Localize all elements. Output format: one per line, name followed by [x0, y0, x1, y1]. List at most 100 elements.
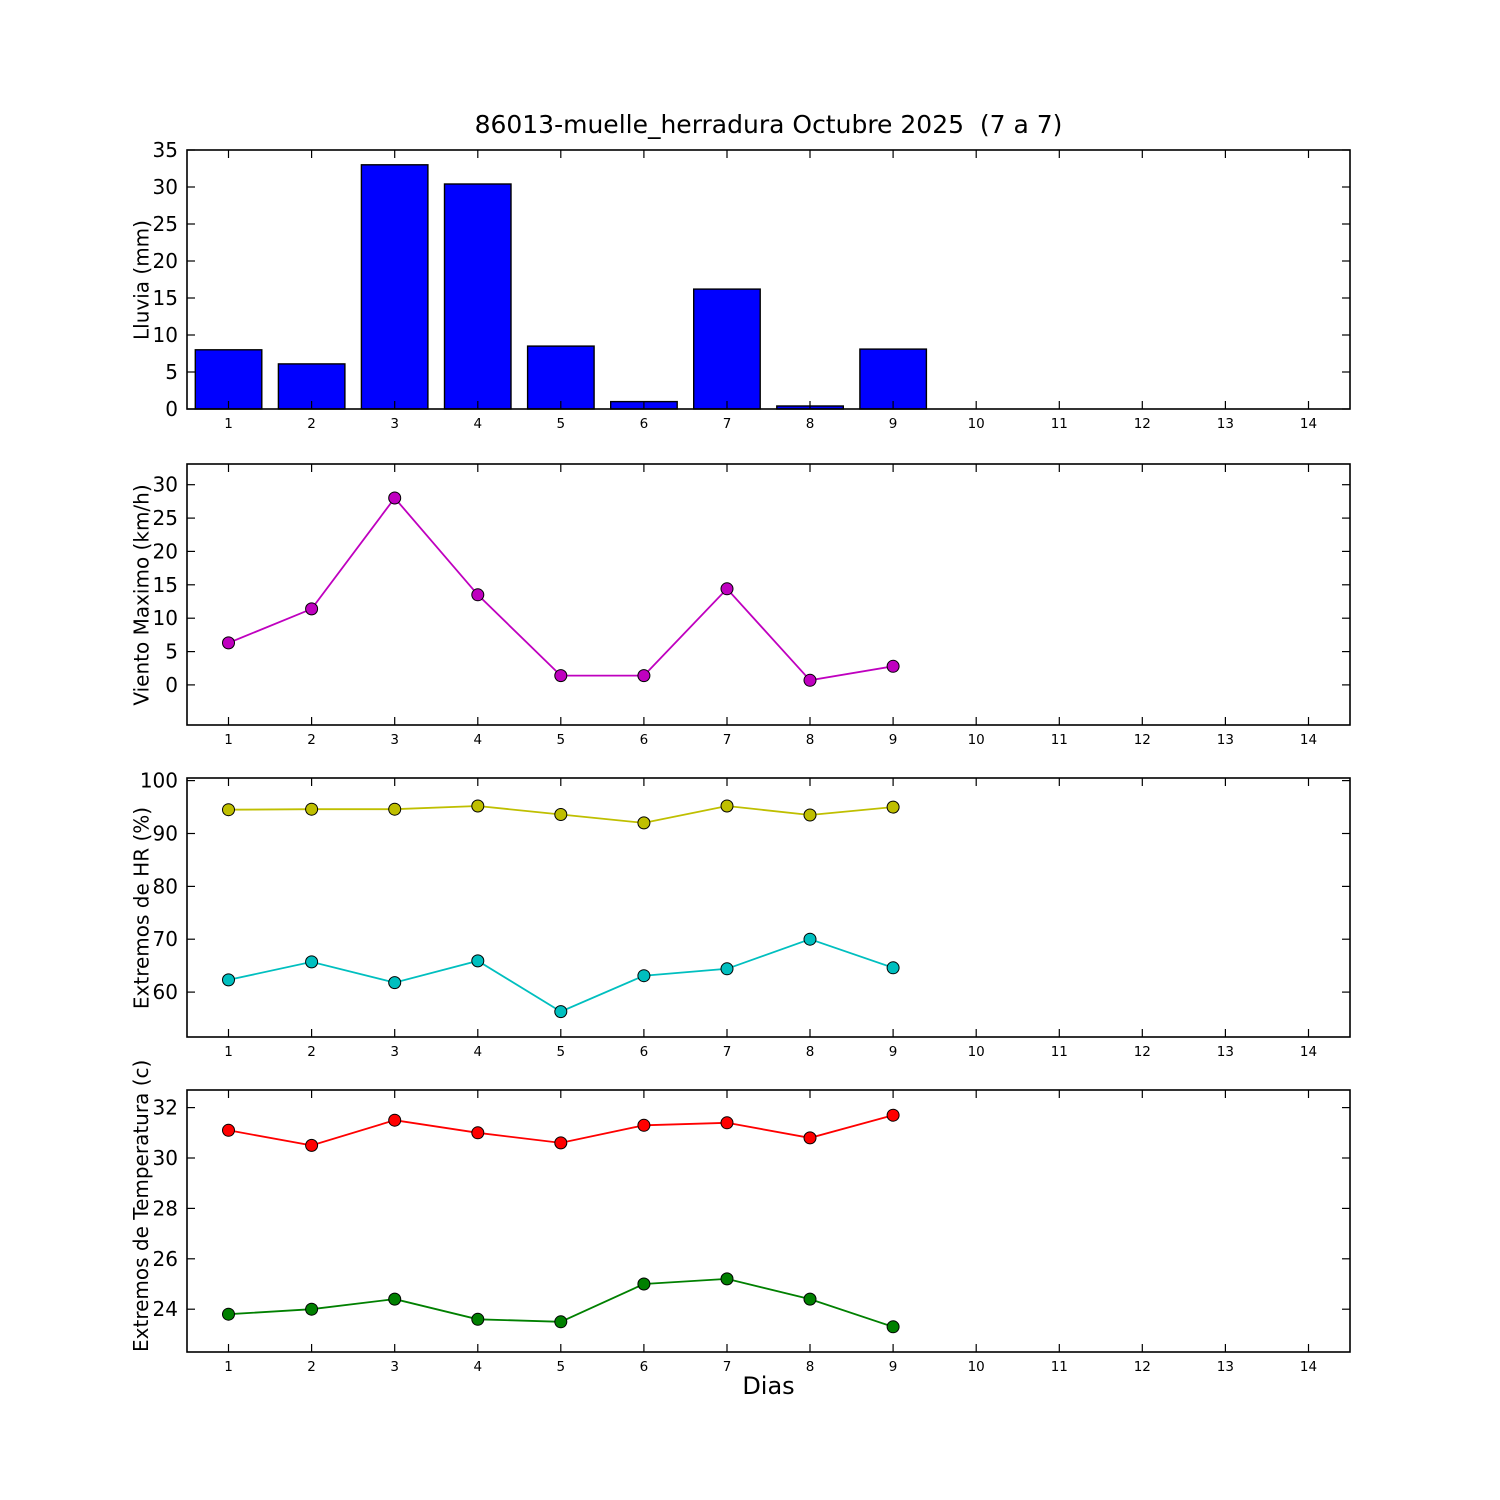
marker-viento-maximo-day-6 — [637, 669, 651, 683]
y-tick-label: 32 — [153, 1096, 178, 1120]
x-tick-label: 9 — [889, 1359, 898, 1375]
marker-hr-minima-day-6 — [637, 969, 651, 983]
marker-hr-minima-day-8 — [803, 932, 817, 946]
marker-viento-maximo-day-4 — [471, 588, 485, 602]
x-tick-label: 5 — [557, 416, 566, 432]
x-tick-label: 8 — [806, 1359, 815, 1375]
x-tick-label: 14 — [1300, 1359, 1317, 1375]
x-tick-label: 7 — [723, 1044, 732, 1060]
y-tick-label: 10 — [153, 606, 178, 630]
y-tick-label: 20 — [153, 249, 178, 273]
x-tick-label: 11 — [1051, 416, 1068, 432]
marker-temp-maxima-day-9 — [886, 1108, 900, 1122]
marker-temp-minima-day-9 — [886, 1320, 900, 1334]
line-hr-minima — [228, 938, 894, 1013]
x-tick-label: 2 — [307, 732, 316, 748]
marker-hr-minima-day-3 — [388, 976, 402, 990]
marker-hr-maxima-day-4 — [471, 799, 485, 813]
axes-frame — [186, 1089, 1351, 1353]
marker-temp-maxima-day-3 — [388, 1113, 402, 1127]
y-tick-label: 80 — [153, 874, 178, 898]
x-tick-label: 13 — [1217, 416, 1234, 432]
marker-hr-maxima-day-6 — [637, 816, 651, 830]
x-tick-label: 4 — [474, 1044, 483, 1060]
y-tick-label: 15 — [153, 573, 178, 597]
x-tick-label: 12 — [1134, 732, 1151, 748]
bar-day-3 — [360, 164, 429, 410]
y-tick-label: 15 — [153, 286, 178, 310]
x-tick-label: 1 — [224, 1359, 233, 1375]
x-tick-label: 7 — [723, 416, 732, 432]
x-tick-label: 9 — [889, 1044, 898, 1060]
x-tick-label: 4 — [474, 1359, 483, 1375]
y-tick-label: 0 — [165, 397, 178, 421]
x-tick-label: 11 — [1051, 732, 1068, 748]
x-tick-label: 7 — [723, 732, 732, 748]
x-tick-label: 4 — [474, 732, 483, 748]
x-tick-label: 2 — [307, 1044, 316, 1060]
marker-hr-maxima-day-3 — [388, 802, 402, 816]
axes-frame — [186, 149, 1351, 410]
marker-hr-maxima-day-7 — [720, 799, 734, 813]
y-tick-label: 0 — [165, 673, 178, 697]
y-tick-label: 70 — [153, 927, 178, 951]
y-tick-label: 10 — [153, 323, 178, 347]
x-tick-label: 3 — [390, 416, 399, 432]
x-tick-label: 13 — [1217, 1044, 1234, 1060]
x-tick-label: 1 — [224, 416, 233, 432]
x-tick-label: 10 — [968, 732, 985, 748]
x-tick-label: 8 — [806, 1044, 815, 1060]
marker-viento-maximo-day-8 — [803, 673, 817, 687]
y-tick-label: 30 — [153, 175, 178, 199]
x-tick-label: 6 — [640, 732, 649, 748]
x-tick-label: 1 — [224, 1044, 233, 1060]
x-tick-label: 10 — [968, 1359, 985, 1375]
x-tick-label: 14 — [1300, 1044, 1317, 1060]
y-tick-label: 100 — [140, 769, 178, 793]
x-tick-label: 10 — [968, 1044, 985, 1060]
marker-temp-maxima-day-7 — [720, 1116, 734, 1130]
marker-temp-minima-day-1 — [222, 1307, 235, 1321]
marker-temp-maxima-day-1 — [222, 1123, 235, 1137]
x-tick-label: 9 — [889, 732, 898, 748]
y-tick-label: 28 — [153, 1196, 178, 1220]
x-tick-label: 5 — [557, 732, 566, 748]
x-tick-label: 12 — [1134, 416, 1151, 432]
y-tick-label: 20 — [153, 539, 178, 563]
x-tick-label: 5 — [557, 1359, 566, 1375]
marker-hr-minima-day-2 — [305, 955, 319, 969]
y-tick-label: 26 — [153, 1247, 178, 1271]
x-tick-label: 6 — [640, 1359, 649, 1375]
y-tick-label: 90 — [153, 822, 178, 846]
x-tick-label: 4 — [474, 416, 483, 432]
x-tick-label: 13 — [1217, 732, 1234, 748]
x-tick-label: 12 — [1134, 1044, 1151, 1060]
x-tick-label: 8 — [806, 416, 815, 432]
marker-hr-minima-day-9 — [886, 961, 900, 975]
y-tick-label: 60 — [153, 980, 178, 1004]
x-tick-label: 6 — [640, 1044, 649, 1060]
marker-hr-maxima-day-9 — [886, 800, 900, 814]
x-tick-label: 14 — [1300, 416, 1317, 432]
y-tick-label: 24 — [153, 1297, 178, 1321]
x-tick-label: 11 — [1051, 1044, 1068, 1060]
axes-frame — [186, 463, 1351, 726]
marker-temp-minima-day-3 — [388, 1292, 402, 1306]
x-tick-label: 13 — [1217, 1359, 1234, 1375]
bar-day-4 — [443, 183, 512, 410]
marker-viento-maximo-day-3 — [388, 491, 402, 505]
x-tick-label: 12 — [1134, 1359, 1151, 1375]
marker-hr-maxima-day-5 — [554, 808, 568, 821]
marker-hr-maxima-day-1 — [222, 803, 235, 817]
marker-temp-maxima-day-2 — [305, 1138, 319, 1152]
marker-temp-minima-day-5 — [554, 1315, 568, 1329]
marker-hr-maxima-day-2 — [305, 802, 319, 816]
y-tick-label: 25 — [153, 506, 178, 530]
x-tick-label: 9 — [889, 416, 898, 432]
x-tick-label: 3 — [390, 1359, 399, 1375]
x-tick-label: 2 — [307, 1359, 316, 1375]
